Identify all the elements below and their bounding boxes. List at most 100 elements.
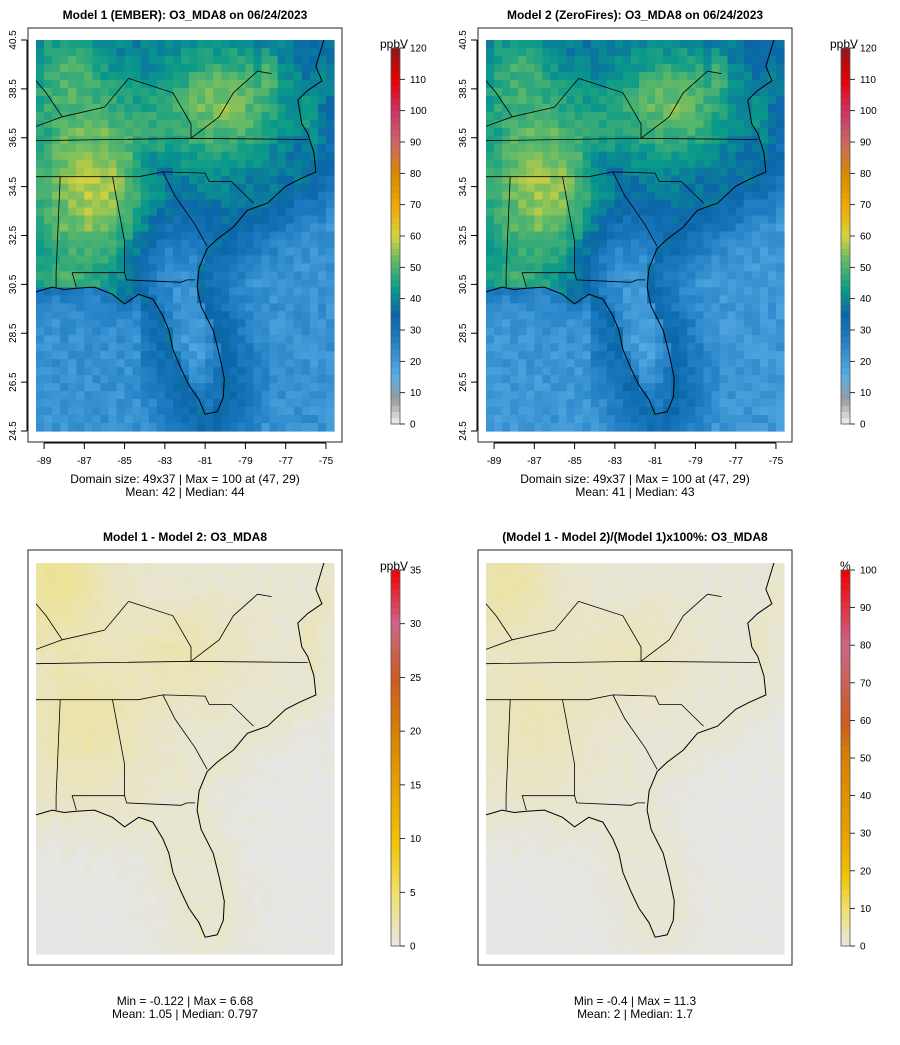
grid-cell <box>164 87 174 97</box>
grid-cell <box>534 103 543 113</box>
grid-cell <box>261 287 271 296</box>
grid-cell <box>558 191 568 201</box>
grid-cell <box>148 303 158 312</box>
colorbar-segment <box>841 154 850 162</box>
grid-cell <box>293 87 303 97</box>
grid-cell <box>301 199 311 209</box>
grid-cell <box>277 207 287 217</box>
grid-cell <box>116 79 126 89</box>
grid-cell <box>269 127 279 137</box>
grid-cell <box>132 111 142 121</box>
grid-cell <box>293 674 303 684</box>
grid-cell <box>189 295 198 304</box>
grid-cell <box>189 271 198 280</box>
grid-cell <box>759 391 769 400</box>
grid-cell <box>558 143 568 153</box>
colorbar-segment <box>391 229 400 237</box>
grid-cell <box>542 87 552 97</box>
grid-cell <box>486 40 495 49</box>
grid-cell <box>245 367 255 376</box>
grid-cell <box>116 399 126 408</box>
grid-cell <box>148 602 158 612</box>
grid-cell <box>317 295 327 304</box>
grid-cell <box>309 199 319 209</box>
grid-cell <box>213 658 222 668</box>
grid-cell <box>221 666 230 676</box>
grid-cell <box>759 399 769 408</box>
grid-cell <box>189 47 198 57</box>
grid-cell <box>325 279 335 288</box>
grid-cell <box>695 343 705 352</box>
grid-cell <box>526 319 535 328</box>
grid-cell <box>711 399 721 408</box>
colorbar-segment <box>391 304 400 312</box>
grid-cell <box>671 183 680 193</box>
colorbar-segment <box>841 179 850 187</box>
grid-cell <box>60 207 69 217</box>
grid-cell <box>582 191 592 201</box>
grid-cell <box>566 367 576 376</box>
grid-cell <box>261 40 271 49</box>
grid-cell <box>679 399 688 408</box>
grid-cell <box>92 199 102 209</box>
grid-cell <box>542 183 552 193</box>
grid-cell <box>84 383 93 392</box>
y-tick-label: 36.5 <box>8 128 19 148</box>
grid-cell <box>526 95 535 105</box>
grid-cell <box>285 658 295 668</box>
grid-cell <box>269 586 279 596</box>
grid-cell <box>189 287 198 296</box>
grid-cell <box>221 151 230 161</box>
grid-cell <box>108 247 118 257</box>
grid-cell <box>76 738 85 748</box>
grid-cell <box>140 79 150 89</box>
grid-cell <box>727 303 737 312</box>
grid-cell <box>743 311 753 320</box>
grid-cell <box>301 730 311 740</box>
grid-cell <box>671 71 680 81</box>
grid-cell <box>317 95 327 105</box>
grid-cell <box>132 135 142 145</box>
grid-cell <box>237 327 246 336</box>
grid-cell <box>534 319 543 328</box>
grid-cell <box>574 407 584 416</box>
grid-cell <box>132 563 142 572</box>
grid-cell <box>172 359 182 368</box>
grid-cell <box>172 111 182 121</box>
grid-cell <box>325 303 335 312</box>
grid-cell <box>253 698 263 708</box>
colorbar-segment <box>841 311 850 318</box>
grid-cell <box>285 311 295 320</box>
grid-cell <box>622 375 632 384</box>
grid-cell <box>116 746 126 756</box>
grid-cell <box>494 391 503 400</box>
grid-cell <box>550 215 560 225</box>
grid-cell <box>558 391 568 400</box>
grid-cell <box>108 586 118 596</box>
grid-cell <box>285 103 295 113</box>
grid-cell <box>285 263 295 273</box>
grid-cell <box>44 295 53 304</box>
grid-cell <box>108 239 118 249</box>
grid-cell <box>735 55 745 65</box>
grid-cell <box>687 223 696 233</box>
grid-cell <box>655 167 664 177</box>
grid-cell <box>293 55 303 65</box>
grid-cell <box>261 351 271 360</box>
grid-cell <box>68 295 77 304</box>
grid-cell <box>526 183 535 193</box>
grid-cell <box>180 399 190 408</box>
grid-cell <box>566 103 576 113</box>
grid-cell <box>293 746 303 756</box>
grid-cell <box>574 135 584 145</box>
grid-cell <box>92 255 102 265</box>
grid-cell <box>735 207 745 217</box>
grid-cell <box>213 327 222 336</box>
grid-cell <box>108 682 118 692</box>
grid-cell <box>92 698 102 708</box>
grid-cell <box>132 175 142 185</box>
grid-cell <box>52 239 61 249</box>
grid-cell <box>197 159 206 169</box>
grid-cell <box>237 335 246 344</box>
grid-cell <box>325 634 335 644</box>
